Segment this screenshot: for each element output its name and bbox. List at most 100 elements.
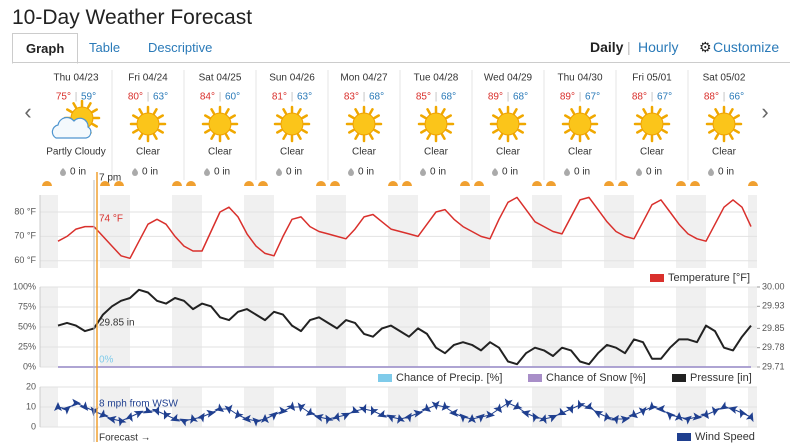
sun-ray [157,128,164,134]
rain-drop-icon [636,168,642,176]
wind-marker [475,413,485,423]
weather-icon [633,105,671,143]
wind-marker [170,413,181,422]
sun-ray [348,114,355,120]
gear-icon: ⚙ [699,39,712,55]
y2-tick-label: 29.93 [762,301,785,311]
sun-ray [642,108,648,115]
sun-ray [656,133,662,140]
wind-marker [648,401,658,411]
annotation: 7 pm [99,173,121,184]
sun [352,112,376,136]
sun-ray [354,133,360,140]
hi-lo-separator: | [219,92,222,103]
rain-drop-icon [708,168,714,176]
legend-swatch [378,374,392,382]
sun-event-icon [618,181,628,186]
wind-marker [190,414,198,424]
sun-ray [636,128,643,134]
sun-event-icon [172,181,182,186]
wind-marker [656,404,666,413]
sun-ray [282,108,288,115]
tab[interactable]: Graph [12,33,79,64]
day-low: 68° [369,92,384,103]
sun-ray [204,114,211,120]
wind-marker [577,399,586,410]
weather-icon [201,105,239,143]
day-date: Mon 04/27 [340,73,388,84]
series-line [57,288,752,366]
weather-icon [273,105,311,143]
prev-arrow[interactable]: ‹ [24,99,31,124]
wind-marker [521,410,531,418]
cloud-shape [51,116,92,139]
wind-marker [325,414,334,425]
legend-label: Chance of Precip. [%] [396,372,502,384]
series-line [57,196,752,260]
sun-event-icon [316,181,326,186]
wind-marker [745,412,754,423]
sun-ray [354,108,360,115]
wind-marker [107,415,117,424]
sun-ray [296,133,302,140]
view-option[interactable]: Hourly [638,39,679,55]
y-tick-label: 60 °F [14,255,36,265]
day-high: 85° [416,92,431,103]
sun-ray [72,102,78,109]
day-condition: Clear [280,147,305,158]
day-low: 68° [513,92,528,103]
sun-ray [373,128,380,134]
wind-marker [234,409,244,419]
wind-marker [666,411,676,421]
wind-marker [133,410,144,419]
wind-marker [441,401,451,411]
legend-label: Wind Speed [695,431,755,443]
day-date: Wed 04/29 [484,73,533,84]
sun-ray [138,108,144,115]
customize-link[interactable]: Customize [713,39,780,55]
day-date: Sat 04/25 [199,73,242,84]
sun-ray [157,114,164,120]
sun-ray [276,128,283,134]
sun-ray [276,114,283,120]
wind-marker [305,407,316,416]
day-precip: 0 in [214,167,230,178]
next-arrow[interactable]: › [761,99,768,124]
day-precip: 0 in [358,167,374,178]
sun [208,112,232,136]
y2-tick-label: 29.78 [762,342,785,352]
y2-tick-label: 30.00 [762,281,785,291]
wind-marker [260,414,269,424]
sun-ray [733,128,740,134]
night-band [676,195,706,268]
wind-marker [431,400,440,410]
wind-marker [151,405,160,416]
sun-event-icon [604,181,614,186]
tab[interactable]: Descriptive [148,40,213,55]
y2-tick-label: 29.71 [762,361,785,371]
separator: | [627,39,631,55]
wind-marker [638,406,647,416]
sun [568,112,592,136]
wind-marker [493,403,503,413]
day-high: 75° [56,92,71,103]
day-date: Fri 04/24 [128,73,168,84]
wind-marker [386,414,397,423]
view-option[interactable]: Daily [590,39,624,55]
y-tick-label: 10 [26,401,36,411]
sun-ray [656,108,662,115]
sun-event-icon [532,181,542,186]
y-tick-label: 80 °F [14,206,36,216]
wind-marker [98,409,109,418]
sun-ray [229,114,236,120]
day-precip: 0 in [430,167,446,178]
day-precip: 0 in [286,167,302,178]
tab[interactable]: Table [89,40,121,55]
sun-ray [636,114,643,120]
hi-lo-separator: | [363,92,366,103]
wind-marker [206,409,216,418]
wind-marker [332,412,340,422]
day-precip: 0 in [718,167,734,178]
night-band [604,195,634,268]
wind-marker [61,405,71,415]
